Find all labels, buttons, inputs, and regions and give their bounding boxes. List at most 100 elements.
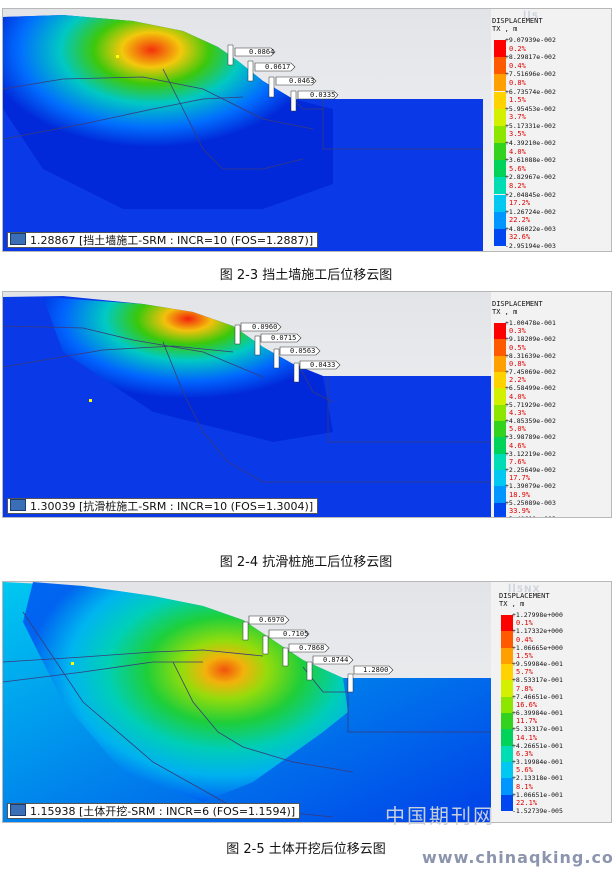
legend-value: +3.19984e-001 bbox=[512, 758, 563, 766]
legend-percent: 0.8% bbox=[509, 359, 526, 368]
legend-swatch bbox=[501, 794, 513, 811]
legend-percent: 4.0% bbox=[509, 392, 526, 401]
legend-value: +4.86022e-003 bbox=[505, 224, 556, 233]
legend-percent: 0.3% bbox=[509, 327, 526, 336]
contour-panel-3: 0.6970 0.7105 0.7868 0.8744 1.2800 ꟾꟾ5NX… bbox=[2, 581, 612, 823]
legend-percent: 16.6% bbox=[516, 700, 538, 709]
legend-swatch bbox=[494, 421, 506, 438]
legend-swatch bbox=[494, 339, 506, 356]
legend-title: DISPLACEMENT bbox=[492, 17, 543, 25]
status-text: 1.28867 [挡土墙施工-SRM : INCR=10 (FOS=1.2887… bbox=[30, 234, 314, 247]
value-label: 0.0960 bbox=[252, 323, 277, 331]
status-bar: 1.15938 [土体开挖-SRM : INCR=6 (FOS=1.1594)] bbox=[7, 803, 301, 819]
legend-percent: 33.9% bbox=[509, 506, 531, 515]
legend-value: +5.95453e-002 bbox=[505, 104, 556, 113]
legend-title: DISPLACEMENT bbox=[492, 300, 543, 308]
legend-swatch bbox=[501, 647, 513, 664]
value-tags-1: 0.0864 0.0617 0.0463 0.0335 bbox=[227, 44, 339, 112]
legend-value: +8.31639e-002 bbox=[505, 351, 556, 360]
legend-value: +5.25089e-003 bbox=[505, 498, 556, 507]
legend-value: +4.39210e-002 bbox=[505, 139, 556, 147]
legend-percent: 5.7% bbox=[516, 668, 533, 677]
legend-scale: 0.1% 0.4% 1.5% 5.7% 7.8% 16.6% 11.7% 14.1% 6.3% 5… bbox=[499, 611, 609, 815]
contour-panel-1: 0.0864 0.0617 0.0463 0.0335 ꟾꟾ5 DISPLACE… bbox=[2, 8, 612, 252]
legend-value: +1.39079e-002 bbox=[505, 482, 556, 491]
legend-value: +8.53317e-001 bbox=[512, 676, 563, 685]
legend-swatch bbox=[494, 108, 506, 126]
legend-unit: TX , m bbox=[499, 600, 525, 608]
legend-percent: 0.2% bbox=[509, 44, 526, 53]
legend-percent: 17.7% bbox=[509, 474, 531, 483]
midas-logo: ꟾꟾ5NX bbox=[508, 585, 541, 595]
legend-swatch bbox=[494, 143, 506, 161]
legend-value: +1.00478e-001 bbox=[505, 319, 556, 327]
legend-swatch bbox=[494, 228, 506, 246]
legend-percent: 11.7% bbox=[516, 717, 538, 726]
legend-swatch bbox=[501, 615, 513, 632]
legend-percent: 5.0% bbox=[509, 425, 526, 434]
legend-value: +6.58499e-002 bbox=[505, 384, 556, 393]
legend-value: -1.52739e-005 bbox=[512, 807, 563, 815]
value-label: 0.0864 bbox=[249, 48, 274, 56]
value-label: 1.2800 bbox=[363, 666, 388, 674]
figure-caption-2-3: 图 2-3 挡土墙施工后位移云图 bbox=[219, 268, 393, 283]
legend-swatch bbox=[494, 211, 506, 229]
legend-swatch bbox=[501, 696, 513, 713]
legend-value: +2.82967e-002 bbox=[505, 173, 556, 182]
value-tags-3: 0.6970 0.7105 0.7868 0.8744 1.2800 bbox=[242, 615, 394, 693]
legend-percent: 7.6% bbox=[509, 457, 526, 466]
legend-percent: 0.1% bbox=[516, 619, 533, 628]
displacement-legend-3: DISPLACEMENT TX , m 0.1% 0.4% 1.5% 5.7% 7.8%… bbox=[499, 592, 609, 815]
window-icon bbox=[10, 804, 26, 816]
legend-value: +1.06651e-001 bbox=[512, 790, 563, 799]
status-text: 1.15938 [土体开挖-SRM : INCR=6 (FOS=1.1594)] bbox=[30, 805, 296, 818]
legend-swatch bbox=[494, 486, 506, 503]
legend-percent: 4.3% bbox=[509, 408, 526, 417]
value-label: 0.0563 bbox=[290, 347, 315, 355]
legend-value: +7.45069e-002 bbox=[505, 368, 556, 376]
legend-percent: 5.6% bbox=[516, 766, 533, 775]
legend-value: +7.46651e-001 bbox=[512, 692, 563, 701]
value-label: 0.0335 bbox=[310, 91, 335, 99]
legend-scale: 0.3% 0.5% 0.8% 2.2% 4.0% 4.3% 5.0% 4.6% 7.6% 17.7… bbox=[492, 319, 608, 517]
legend-swatch bbox=[501, 680, 513, 697]
legend-value: +1.17332e+000 bbox=[512, 627, 563, 636]
legend-percent: 6.3% bbox=[516, 749, 533, 758]
legend-percent: 0.5% bbox=[509, 343, 526, 352]
legend-swatch bbox=[494, 404, 506, 421]
window-icon bbox=[10, 499, 26, 511]
legend-swatch bbox=[494, 57, 506, 75]
status-bar: 1.28867 [挡土墙施工-SRM : INCR=10 (FOS=1.2887… bbox=[7, 232, 319, 248]
legend-value: +9.18209e-002 bbox=[505, 335, 556, 344]
midas-logo: ꟾꟾ5 bbox=[523, 12, 539, 22]
legend-percent: 3.7% bbox=[509, 113, 526, 122]
legend-value: +9.59984e-001 bbox=[512, 660, 563, 668]
legend-value: +3.12219e-002 bbox=[505, 449, 556, 458]
legend-swatch bbox=[494, 388, 506, 405]
legend-value: -3.40611e-003 bbox=[505, 515, 556, 517]
legend-value: +5.33317e-001 bbox=[512, 725, 563, 734]
legend-percent: 3.5% bbox=[509, 130, 526, 139]
legend-swatch bbox=[494, 355, 506, 372]
legend-swatch bbox=[494, 453, 506, 470]
contour-plot-3: 0.6970 0.7105 0.7868 0.8744 1.2800 bbox=[3, 582, 491, 822]
status-bar: 1.30039 [抗滑桩施工-SRM : INCR=10 (FOS=1.3004… bbox=[7, 498, 319, 514]
legend-swatch bbox=[501, 664, 513, 681]
legend-value: +2.25649e-002 bbox=[505, 466, 556, 474]
legend-swatch bbox=[494, 40, 506, 58]
legend-swatch bbox=[494, 74, 506, 92]
legend-percent: 0.8% bbox=[509, 78, 526, 87]
contour-plot-1: 0.0864 0.0617 0.0463 0.0335 bbox=[3, 9, 491, 251]
legend-percent: 14.1% bbox=[516, 733, 538, 742]
legend-unit: TX , m bbox=[492, 308, 518, 316]
legend-value: +2.04845e-002 bbox=[505, 190, 556, 199]
legend-percent: 8.1% bbox=[516, 782, 533, 791]
watermark-cn: 中国期刊网 bbox=[385, 804, 495, 828]
legend-value: +3.61088e-002 bbox=[505, 156, 556, 165]
value-label: 0.6970 bbox=[259, 616, 284, 624]
legend-swatch bbox=[494, 194, 506, 212]
legend-swatch bbox=[494, 125, 506, 143]
contour-panel-2: 0.0960 0.0715 0.0563 0.0433 DISPLACEMENT… bbox=[2, 291, 612, 518]
legend-percent: 32.6% bbox=[509, 233, 531, 242]
legend-value: +3.98789e-002 bbox=[505, 433, 556, 442]
